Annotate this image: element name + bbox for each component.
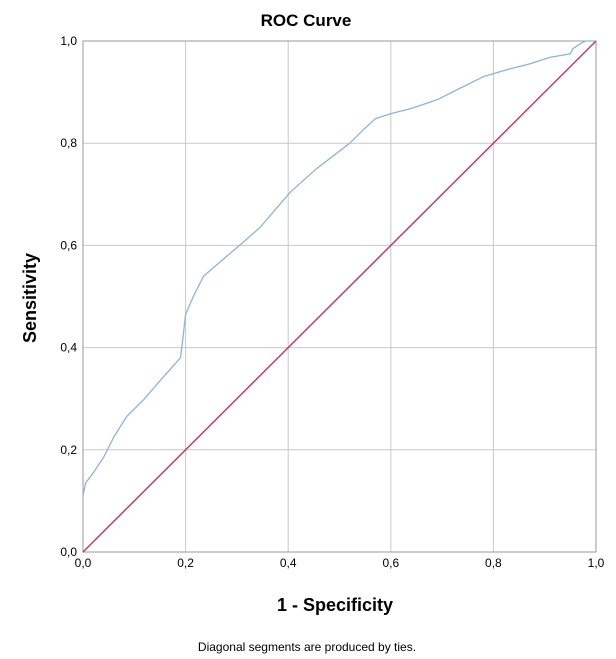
roc-curve-line — [82, 40, 596, 496]
x-tick-label: 0,2 — [177, 556, 194, 570]
plot-frame — [82, 40, 597, 553]
reference-diagonal-line — [82, 40, 597, 553]
y-tick-label: 0,4 — [60, 341, 77, 355]
x-axis-title: 1 - Specificity — [277, 595, 393, 615]
series-layer — [82, 40, 597, 553]
x-tick-label: 1,0 — [588, 556, 605, 570]
y-tick-label: 1,0 — [60, 34, 77, 48]
chart-title: ROC Curve — [261, 11, 352, 30]
y-tick-label: 0,8 — [60, 136, 77, 150]
y-tick-label: 0,6 — [60, 238, 77, 252]
y-tick-label: 0,2 — [60, 443, 77, 457]
y-axis-title: Sensitivity — [20, 253, 40, 343]
x-tick-label: 0,8 — [485, 556, 502, 570]
x-tick-label: 0,0 — [75, 556, 92, 570]
x-tick-label: 0,4 — [280, 556, 297, 570]
x-tick-label: 0,6 — [382, 556, 399, 570]
grid — [83, 41, 596, 552]
tick-labels: 0,00,0 0,2 0,2 0,4 0,4 0,6 0,6 0,8 0,8 1,0 1,0 — [60, 34, 604, 570]
y-tick-label: 0,0 — [60, 545, 77, 559]
footnote: Diagonal segments are produced by ties. — [198, 640, 416, 654]
